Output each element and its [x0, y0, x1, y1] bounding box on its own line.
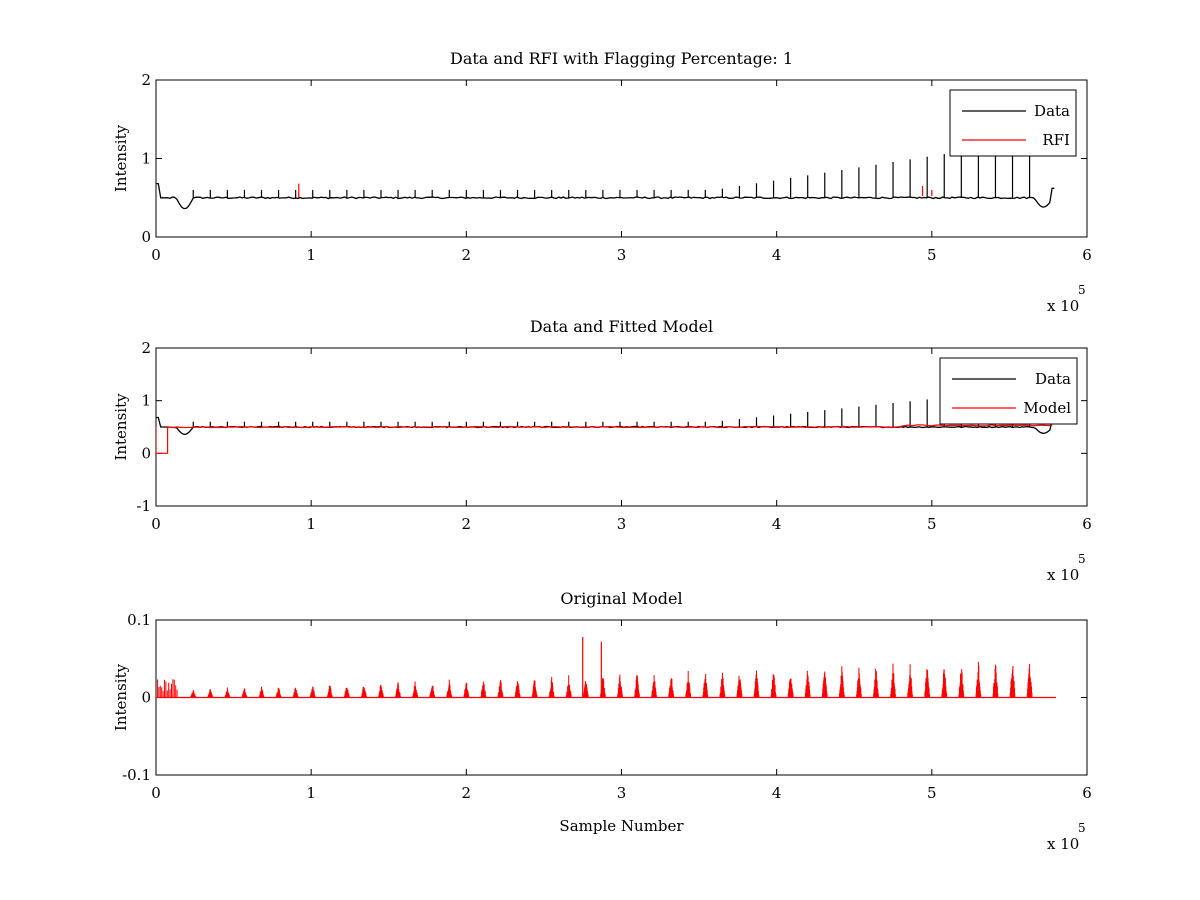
x-tick-label: 6 [1082, 246, 1092, 264]
y-tick-label: -0.1 [122, 766, 151, 784]
x-tick-label: 5 [927, 515, 937, 533]
legend-entry-label: Data [1035, 370, 1071, 388]
legend-box [949, 89, 1077, 157]
y-tick-label: 0 [141, 228, 151, 246]
x-multiplier: x 10 [1047, 566, 1079, 584]
x-tick-label: 3 [617, 515, 627, 533]
series-data-line [156, 182, 1055, 210]
x-tick-label: 0 [151, 515, 161, 533]
chart-title: Data and RFI with Flagging Percentage: 1 [450, 49, 793, 68]
x-tick-label: 3 [617, 246, 627, 264]
y-axis-label: Intensity [112, 393, 130, 461]
x-tick-label: 2 [462, 246, 472, 264]
x-tick-label: 6 [1082, 784, 1092, 802]
legend: Data Model [939, 357, 1078, 425]
x-multiplier: x 10 [1047, 297, 1079, 315]
x-multiplier-exponent: 5 [1078, 283, 1086, 297]
series-model-line [167, 424, 1053, 429]
x-multiplier: x 10 [1047, 835, 1079, 853]
subplot-1: Data and RFI with Flagging Percentage: 1… [112, 49, 1092, 315]
chart-title: Data and Fitted Model [530, 317, 713, 336]
x-tick-label: 1 [306, 515, 316, 533]
legend-box [939, 357, 1078, 425]
x-tick-label: 5 [927, 246, 937, 264]
legend-entry-label: RFI [1042, 131, 1070, 149]
y-tick-label: 0 [141, 444, 151, 462]
x-axis-label: Sample Number [559, 817, 684, 835]
y-tick-label: 1 [141, 392, 151, 410]
series-original-spikes [157, 661, 1033, 698]
legend-entry-label: Model [1023, 399, 1071, 417]
x-tick-label: 0 [151, 784, 161, 802]
chart-title: Original Model [560, 589, 682, 608]
y-tick-label: 0.1 [127, 611, 151, 629]
y-tick-label: 2 [141, 71, 151, 89]
y-axis-label: Intensity [112, 663, 130, 731]
x-tick-label: 4 [772, 246, 782, 264]
x-tick-label: 0 [151, 246, 161, 264]
x-tick-label: 3 [617, 784, 627, 802]
x-tick-label: 4 [772, 515, 782, 533]
x-tick-label: 4 [772, 784, 782, 802]
x-tick-label: 1 [306, 784, 316, 802]
x-tick-label: 5 [927, 784, 937, 802]
y-tick-label: 2 [141, 339, 151, 357]
legend: Data RFI [949, 89, 1077, 157]
axes-box [155, 79, 1088, 238]
x-tick-label: 2 [462, 784, 472, 802]
x-multiplier-exponent: 5 [1078, 821, 1086, 835]
y-axis-label: Intensity [112, 124, 130, 192]
series-model-drop [156, 427, 169, 454]
y-tick-label: 0 [141, 689, 151, 707]
x-tick-label: 1 [306, 246, 316, 264]
legend-entry-label: Data [1034, 102, 1070, 120]
y-tick-label: 1 [141, 150, 151, 168]
x-tick-label: 6 [1082, 515, 1092, 533]
x-multiplier-exponent: 5 [1078, 552, 1086, 566]
x-tick-label: 2 [462, 515, 472, 533]
y-tick-label: -1 [136, 497, 151, 515]
